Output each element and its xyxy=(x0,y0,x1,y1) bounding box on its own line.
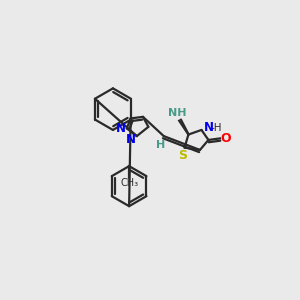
Text: NH: NH xyxy=(168,108,187,118)
Text: O: O xyxy=(220,132,231,145)
Text: N: N xyxy=(204,121,214,134)
Text: N: N xyxy=(126,134,136,146)
Text: S: S xyxy=(178,149,188,162)
Text: N: N xyxy=(116,122,126,135)
Text: CH₃: CH₃ xyxy=(120,178,138,188)
Text: -H: -H xyxy=(210,123,222,133)
Text: H: H xyxy=(156,140,165,150)
